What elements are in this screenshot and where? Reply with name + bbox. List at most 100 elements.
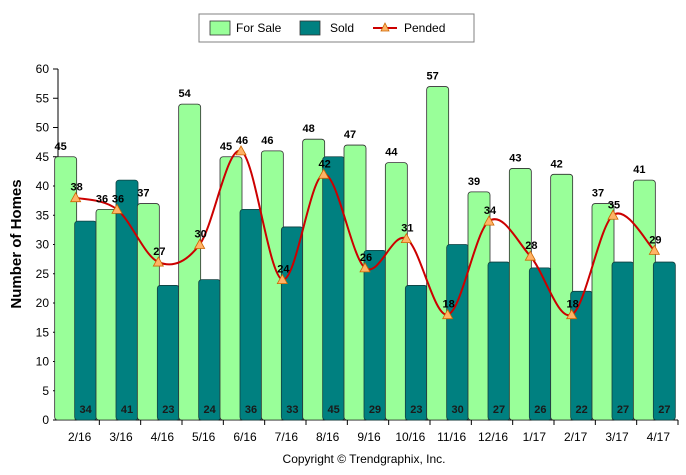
bar-for-sale — [384, 162, 408, 421]
y-tick-label: 40 — [36, 179, 50, 193]
pended-value-label: 34 — [484, 205, 497, 217]
pended-marker — [359, 262, 371, 273]
for-sale-value-label: 48 — [303, 123, 315, 135]
for-sale-value-label: 36 — [96, 193, 108, 205]
bar-sold — [74, 220, 98, 421]
x-tick-label: 5/16 — [192, 430, 216, 444]
for-sale-value-label: 39 — [468, 176, 480, 188]
sold-value-label: 27 — [658, 404, 670, 416]
x-tick-label: 10/16 — [395, 430, 425, 444]
bar-sold — [528, 267, 552, 421]
bar-for-sale — [508, 168, 532, 421]
y-tick-label: 50 — [36, 121, 50, 135]
bar-for-sale — [632, 179, 656, 421]
bar-for-sale — [343, 144, 367, 421]
pended-value-label: 29 — [649, 234, 661, 246]
bar-sold — [280, 226, 304, 421]
for-sale-value-label: 54 — [179, 88, 192, 100]
pended-marker — [648, 244, 661, 255]
y-tick-label: 60 — [36, 62, 50, 76]
for-sale-value-label: 41 — [633, 164, 645, 176]
data-labels: 45 34 36 41 37 23 54 24 45 36 46 33 48 45 47 29 44 23 57 30… — [55, 71, 671, 416]
pended-value-label: 18 — [567, 299, 579, 311]
y-axis-ticks: 0 5 10 15 20 25 30 35 40 45 50 55 60 — [36, 62, 58, 427]
bar-sold — [239, 208, 263, 421]
y-tick-label: 5 — [42, 384, 49, 398]
bar-for-sale — [136, 203, 160, 421]
sold-value-label: 34 — [80, 404, 93, 416]
y-tick-label: 45 — [36, 150, 50, 164]
for-sale-value-label: 57 — [427, 71, 439, 83]
pended-value-label: 38 — [71, 182, 83, 194]
x-tick-label: 8/16 — [316, 430, 340, 444]
bar-sold — [611, 261, 635, 421]
sold-value-label: 45 — [328, 404, 340, 416]
legend-swatch-for-sale — [209, 20, 231, 36]
pended-marker — [607, 209, 619, 220]
y-tick-label: 15 — [36, 325, 50, 339]
for-sale-value-label: 37 — [592, 188, 604, 200]
pended-marker — [235, 145, 247, 156]
pended-marker — [524, 250, 537, 261]
x-tick-label: 2/16 — [68, 430, 92, 444]
sold-value-label: 26 — [534, 404, 546, 416]
pended-marker — [152, 256, 165, 267]
pended-marker — [69, 191, 82, 203]
bar-sold — [446, 244, 470, 421]
for-sale-value-label: 43 — [509, 152, 521, 164]
pended-marker — [317, 168, 330, 179]
y-tick-label: 0 — [42, 413, 49, 427]
sold-value-label: 23 — [162, 404, 174, 416]
bars — [54, 86, 676, 421]
pended-marker — [276, 273, 289, 285]
pended-marker — [565, 308, 578, 320]
y-tick-label: 55 — [36, 91, 50, 105]
pended-marker — [193, 238, 206, 249]
bar-for-sale — [467, 191, 491, 421]
for-sale-value-label: 42 — [551, 158, 563, 170]
sold-value-label: 41 — [121, 404, 133, 416]
pended-value-label: 42 — [319, 158, 331, 170]
bar-sold — [404, 285, 428, 421]
pended-marker — [483, 215, 495, 226]
legend-marker-pended — [380, 22, 390, 32]
x-tick-label: 3/16 — [109, 430, 133, 444]
x-tick-label: 1/17 — [523, 430, 547, 444]
pended-marker — [400, 232, 413, 244]
legend-label-pended: Pended — [404, 21, 445, 35]
sold-value-label: 27 — [493, 404, 505, 416]
y-tick-label: 30 — [36, 238, 50, 252]
sold-value-label: 30 — [452, 404, 464, 416]
for-sale-value-label: 45 — [220, 141, 232, 153]
sold-value-label: 23 — [410, 404, 422, 416]
sold-value-label: 27 — [617, 404, 629, 416]
pended-marker — [441, 308, 454, 320]
for-sale-value-label: 45 — [55, 141, 67, 153]
pended-value-label: 26 — [360, 252, 372, 264]
bar-sold — [363, 249, 387, 421]
x-axis-ticks: 2/16 3/16 4/16 5/16 6/16 7/16 8/16 9/16 10/16 11/… — [68, 420, 679, 444]
x-tick-label: 3/17 — [605, 430, 629, 444]
legend-swatch-sold — [299, 20, 321, 36]
pended-line — [69, 145, 661, 320]
legend-label-sold: Sold — [330, 21, 354, 35]
pended-value-label: 27 — [153, 246, 165, 258]
x-tick-label: 4/16 — [151, 430, 175, 444]
copyright-footer: Copyright © Trendgraphix, Inc. — [283, 452, 446, 466]
pended-marker — [111, 203, 123, 214]
y-tick-label: 10 — [36, 355, 50, 369]
bar-sold — [156, 285, 180, 421]
x-tick-label: 12/16 — [478, 430, 508, 444]
sold-value-label: 33 — [286, 404, 298, 416]
sold-value-label: 24 — [204, 404, 217, 416]
sold-value-label: 29 — [369, 404, 381, 416]
pended-value-label: 46 — [236, 135, 248, 147]
legend-label-for-sale: For Sale — [236, 21, 282, 35]
bar-for-sale — [260, 150, 284, 421]
for-sale-value-label: 46 — [261, 135, 273, 147]
pended-value-label: 18 — [443, 299, 455, 311]
x-tick-label: 6/16 — [233, 430, 257, 444]
x-tick-label: 4/17 — [647, 430, 671, 444]
y-tick-label: 35 — [36, 208, 50, 222]
